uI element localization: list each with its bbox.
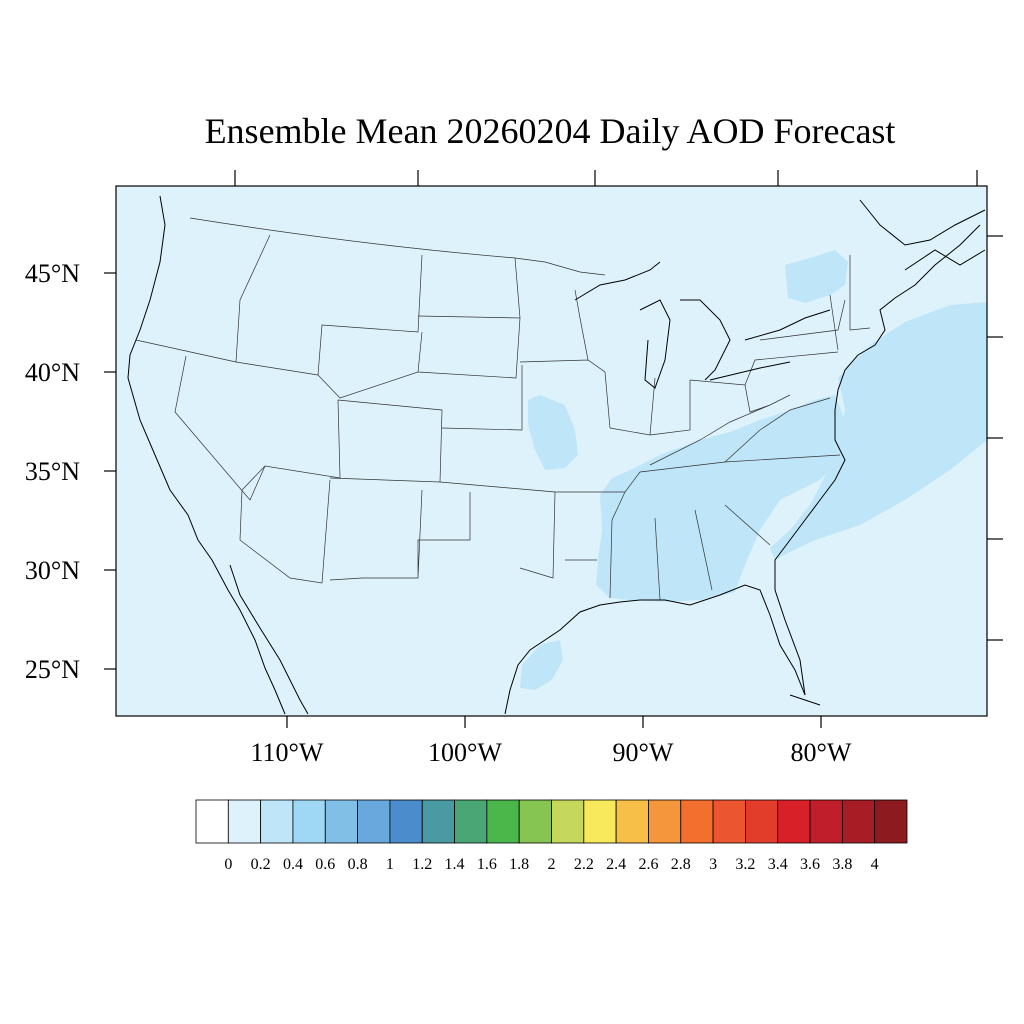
colorbar-swatch (195, 799, 229, 844)
aod-region-texas-coast (520, 640, 563, 690)
coastline-gulf (504, 584, 806, 715)
colorbar-label: 0.8 (348, 856, 368, 873)
aod-region-southeast (596, 395, 845, 602)
colorbar-swatch (260, 799, 294, 844)
colorbar-label: 3.4 (768, 856, 788, 873)
lon-label: 90°W (613, 738, 674, 767)
coastline-pacific (127, 195, 286, 715)
colorbar-label: 0 (224, 856, 232, 873)
lon-label: 100°W (428, 738, 502, 767)
colorbar-swatch (518, 799, 552, 844)
boundary-midwest (519, 289, 839, 436)
aod-enhanced-regions (520, 250, 987, 690)
coastline-atlantic (774, 224, 981, 696)
colorbar-swatch (292, 799, 326, 844)
colorbar-label: 3.8 (832, 856, 852, 873)
colorbar-swatch (841, 799, 876, 844)
colorbar-swatch (745, 799, 779, 844)
colorbar-label: 1.2 (412, 856, 432, 873)
aod-region-northeast (785, 250, 848, 303)
colorbar-swatch (227, 799, 262, 844)
colorbar-label: 2 (548, 856, 556, 873)
aod-plume-atlantic (770, 302, 987, 560)
lon-label: 80°W (791, 738, 852, 767)
coastlines (127, 195, 986, 715)
colorbar-label: 0.6 (315, 856, 335, 873)
map-ticks (104, 170, 1003, 728)
colorbar-swatch (551, 799, 585, 844)
lat-label: 45°N (25, 259, 80, 288)
lat-label: 35°N (25, 457, 80, 486)
colorbar-swatch (615, 799, 649, 844)
coastline-great-lakes (574, 261, 831, 389)
boundary-plains (329, 365, 556, 581)
colorbar-label: 1 (386, 856, 394, 873)
coastline-florida-keys (789, 694, 821, 706)
colorbar-swatch (874, 799, 908, 844)
map-title: Ensemble Mean 20260204 Daily AOD Forecas… (204, 111, 896, 151)
coastline-maritimes (859, 199, 986, 271)
colorbar-swatch (421, 799, 455, 844)
colorbar-label: 1.8 (509, 856, 529, 873)
colorbar-swatch (777, 799, 811, 844)
colorbar-label: 2.6 (638, 856, 658, 873)
colorbar-label: 2.8 (671, 856, 691, 873)
boundary-canada-border (189, 217, 606, 276)
boundary-northeast (759, 255, 871, 351)
colorbar-swatch (680, 799, 714, 844)
colorbar-label: 1.6 (477, 856, 497, 873)
colorbar-label: 1.4 (445, 856, 465, 873)
colorbar-label: 3.6 (800, 856, 820, 873)
colorbar-swatch (712, 799, 746, 844)
colorbar-label: 3 (709, 856, 717, 873)
colorbar-swatch (324, 799, 358, 844)
coastline-baja-gulf (229, 564, 309, 715)
lat-label: 25°N (25, 655, 80, 684)
colorbar-swatch (809, 799, 843, 844)
colorbar-label: 0.2 (251, 856, 271, 873)
lat-labels: 45°N 40°N 35°N 30°N 25°N (25, 259, 80, 684)
colorbar-label: 4 (871, 856, 879, 873)
lon-labels: 110°W 100°W 90°W 80°W (251, 738, 852, 767)
colorbar-label: 2.4 (606, 856, 626, 873)
aod-region-missouri (528, 395, 578, 470)
colorbar-label: 0.4 (283, 856, 303, 873)
colorbar: 0 0.2 0.4 0.6 0.8 1 1.2 1.4 1.6 1.8 2 2.2 2.4 2.6 2.8 3… (195, 799, 908, 873)
lon-label: 110°W (251, 738, 324, 767)
colorbar-swatch (357, 799, 391, 844)
boundary-appalachia (649, 384, 831, 466)
colorbar-swatch (486, 799, 520, 844)
map-frame (115, 185, 988, 717)
lat-label: 40°N (25, 358, 80, 387)
colorbar-swatch (583, 799, 617, 844)
colorbar-swatch (648, 799, 682, 844)
colorbar-swatch (389, 799, 423, 844)
boundary-mountain-west (135, 234, 521, 399)
state-boundaries (135, 217, 871, 601)
boundary-south (555, 454, 841, 601)
colorbar-label: 2.2 (574, 856, 594, 873)
colorbar-swatch (454, 799, 488, 844)
lat-label: 30°N (25, 556, 80, 585)
boundary-great-basin (174, 355, 443, 584)
colorbar-label: 3.2 (735, 856, 755, 873)
